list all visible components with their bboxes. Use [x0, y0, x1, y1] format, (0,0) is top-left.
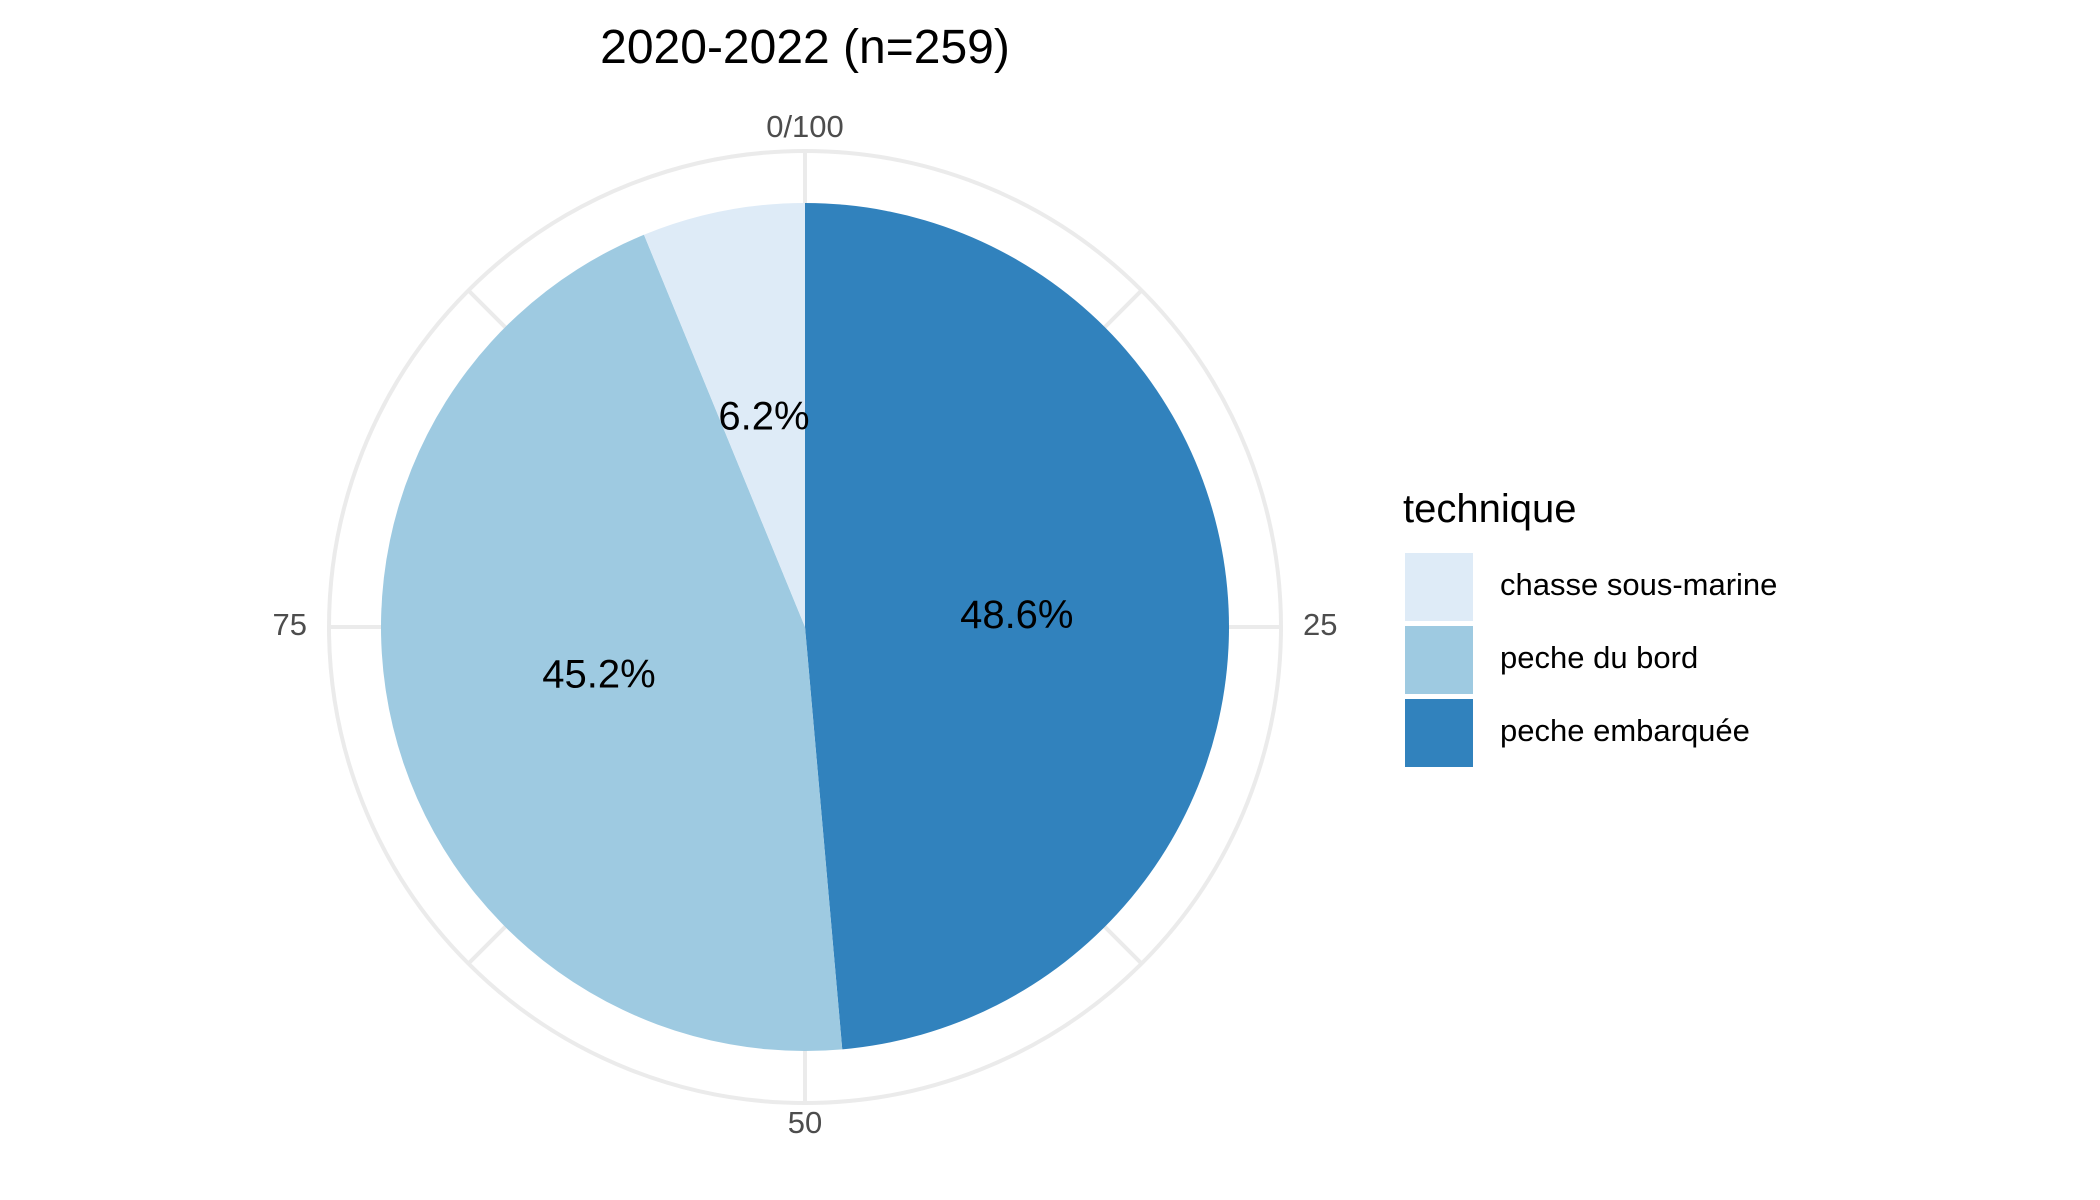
slice-label: 6.2% [718, 395, 809, 439]
pie-slice [643, 203, 805, 627]
legend-items: chasse sous-marine peche du bord peche emb… [1405, 553, 1777, 767]
tick-label: 25 [1303, 607, 1337, 642]
legend-title: technique [1403, 487, 1576, 531]
pie-slice [805, 203, 1230, 1050]
slice-labels: 48.6% 45.2% 6.2% [542, 395, 1073, 697]
slice-label: 48.6% [960, 593, 1073, 637]
pie-slices [381, 203, 1230, 1051]
tick-label: 0/100 [766, 109, 844, 144]
legend-swatch [1405, 699, 1473, 767]
tick-label: 75 [273, 607, 307, 642]
legend-label: peche du bord [1500, 640, 1698, 675]
slice-label: 45.2% [542, 653, 655, 697]
angle-tick-labels: 0/100 25 50 75 [273, 109, 1338, 1140]
chart-title: 2020-2022 (n=259) [600, 21, 1010, 74]
legend-label: chasse sous-marine [1500, 567, 1777, 602]
legend-swatch [1405, 626, 1473, 694]
legend-label: peche embarquée [1500, 713, 1750, 748]
legend-swatch [1405, 553, 1473, 621]
legend: technique chasse sous-marine peche du bor… [1403, 487, 1777, 767]
pie-slice [381, 234, 843, 1051]
tick-label: 50 [788, 1105, 822, 1140]
